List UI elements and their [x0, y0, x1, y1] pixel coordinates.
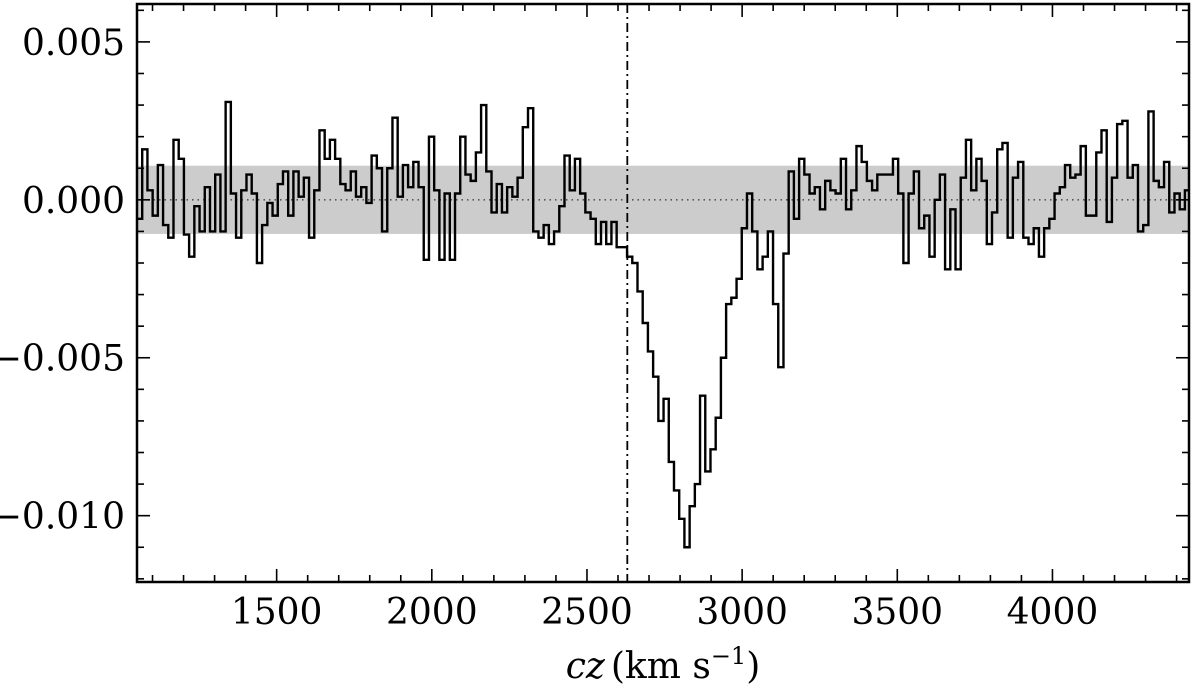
x-axis-title: cz (km s−1)	[566, 642, 761, 687]
x-tick-label: 3500	[851, 592, 943, 633]
x-tick-label: 2500	[541, 592, 633, 633]
noise-band-layer	[137, 165, 1189, 234]
plot-frame	[135, 2, 1191, 584]
noise-band	[137, 165, 1189, 234]
y-tick-label: 0.005	[22, 23, 125, 64]
reference-lines-layer	[137, 4, 1189, 582]
x-axis-title-main: cz	[566, 646, 606, 687]
y-tick-label: −0.005	[0, 339, 125, 380]
series-layer	[137, 100, 1189, 549]
x-axis-title-unit-open: (km s	[611, 646, 711, 687]
x-axis-title-unit-close: )	[746, 646, 760, 687]
x-tick-label: 1500	[231, 592, 323, 633]
ticks-layer	[137, 4, 1189, 582]
x-tick-label: 4000	[1007, 592, 1099, 633]
series-step-line	[137, 100, 1189, 549]
y-tick-label: 0.000	[22, 181, 125, 222]
x-axis-title-unit-sup: −1	[711, 642, 746, 670]
tick-labels-layer: 1500 2000 2500 3000 3500 4000 0.005 0.000 −0.005…	[0, 23, 1098, 633]
x-tick-label: 3000	[696, 592, 788, 633]
x-tick-label: 2000	[386, 592, 478, 633]
y-tick-label: −0.010	[0, 497, 125, 538]
